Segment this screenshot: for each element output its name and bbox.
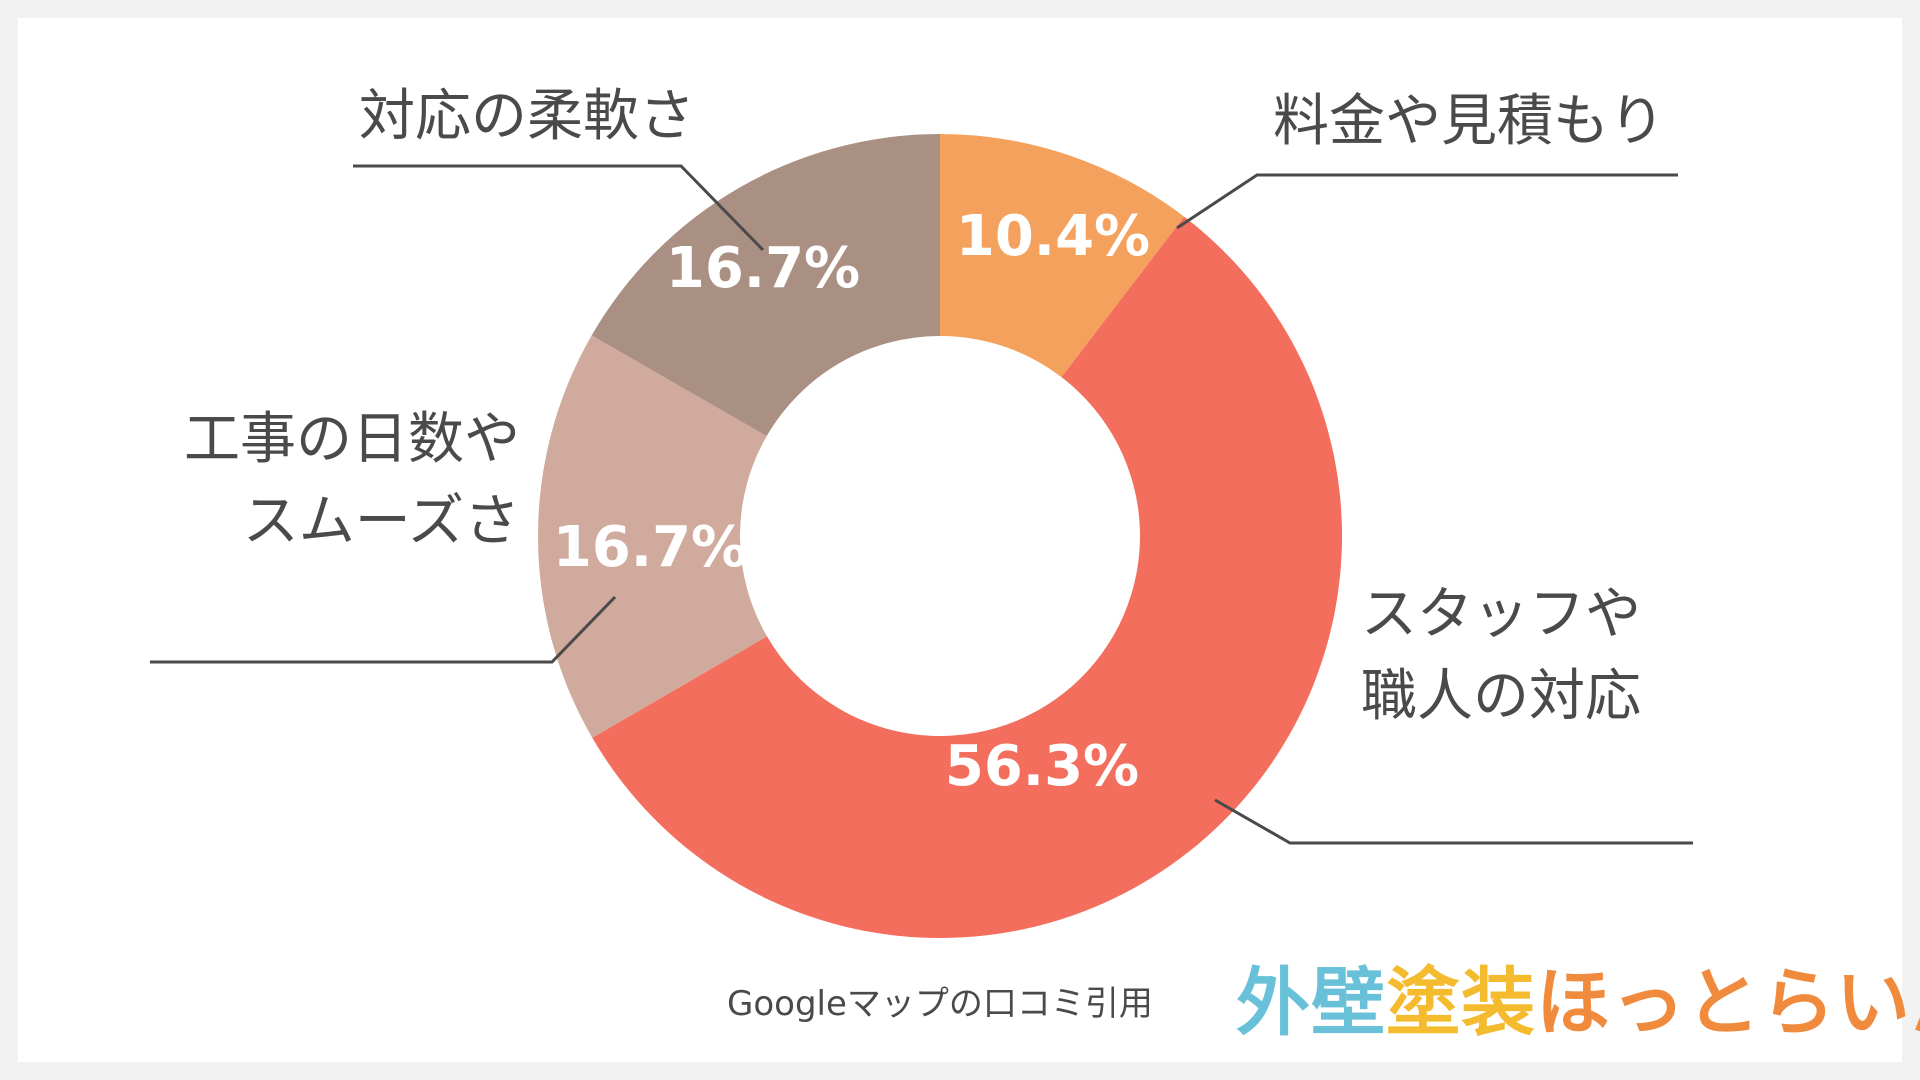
- leader-line-4: [353, 164, 765, 252]
- value-label-4: 16.7%: [666, 236, 860, 301]
- category-label-3-line-1: 工事の日数や: [184, 407, 520, 472]
- value-labels: 10.4% 56.3% 16.7% 16.7%: [553, 204, 1150, 799]
- slice-3: [537, 335, 768, 738]
- category-label-2-line-1: スタッフや: [1361, 582, 1641, 647]
- category-label-3-line-2: スムーズさ: [243, 489, 520, 554]
- category-label-1-line-1: 料金や見積もり: [1273, 89, 1665, 154]
- leader-line-2: [1214, 798, 1693, 845]
- value-label-1: 10.4%: [956, 204, 1150, 269]
- leader-lines: [150, 164, 1693, 845]
- leader-line-1: [1176, 173, 1678, 230]
- brand-logo: 外壁塗装ほっとらいん: [1236, 943, 1920, 1050]
- slice-1: [940, 134, 1185, 378]
- logo-part-3: ほっとらいん: [1536, 960, 1920, 1046]
- slice-4: [591, 134, 940, 437]
- leader-line-3: [150, 595, 617, 664]
- slice-2: [592, 216, 1343, 939]
- logo-part-1: 外壁: [1236, 960, 1386, 1046]
- category-label-2-line-2: 職人の対応: [1361, 664, 1641, 729]
- category-label-4-line-1: 対応の柔軟さ: [359, 84, 695, 149]
- donut-slices: [537, 134, 1343, 939]
- source-note: Googleマップの口コミ引用: [727, 984, 1153, 1024]
- value-label-3: 16.7%: [553, 515, 747, 580]
- logo-part-2: 塗装: [1386, 960, 1536, 1046]
- value-label-2: 56.3%: [945, 734, 1139, 799]
